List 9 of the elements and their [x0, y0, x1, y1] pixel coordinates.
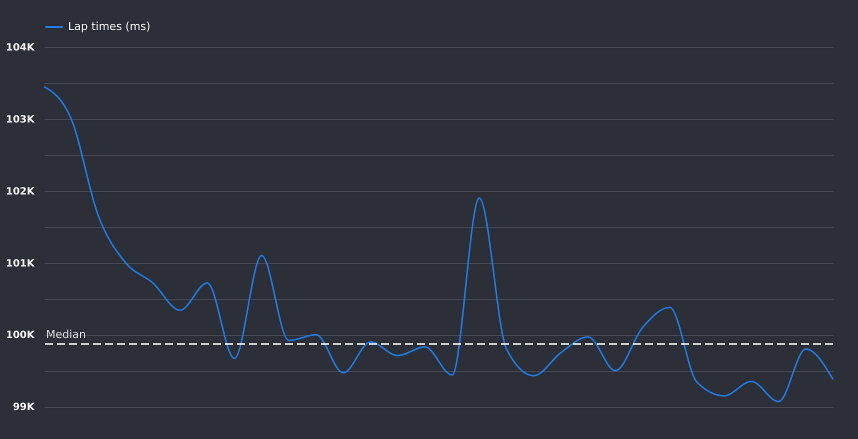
y-tick-label: 102K: [6, 186, 36, 198]
y-tick-label: 103K: [6, 114, 36, 126]
y-tick-label: 99K: [12, 402, 36, 414]
legend-label: Lap times (ms): [68, 20, 150, 33]
y-tick-label: 104K: [6, 42, 36, 54]
y-tick-label: 100K: [6, 330, 36, 342]
y-tick-label: 101K: [6, 258, 36, 270]
ref-line-label: Median: [46, 328, 86, 342]
line-series: [43, 86, 834, 402]
